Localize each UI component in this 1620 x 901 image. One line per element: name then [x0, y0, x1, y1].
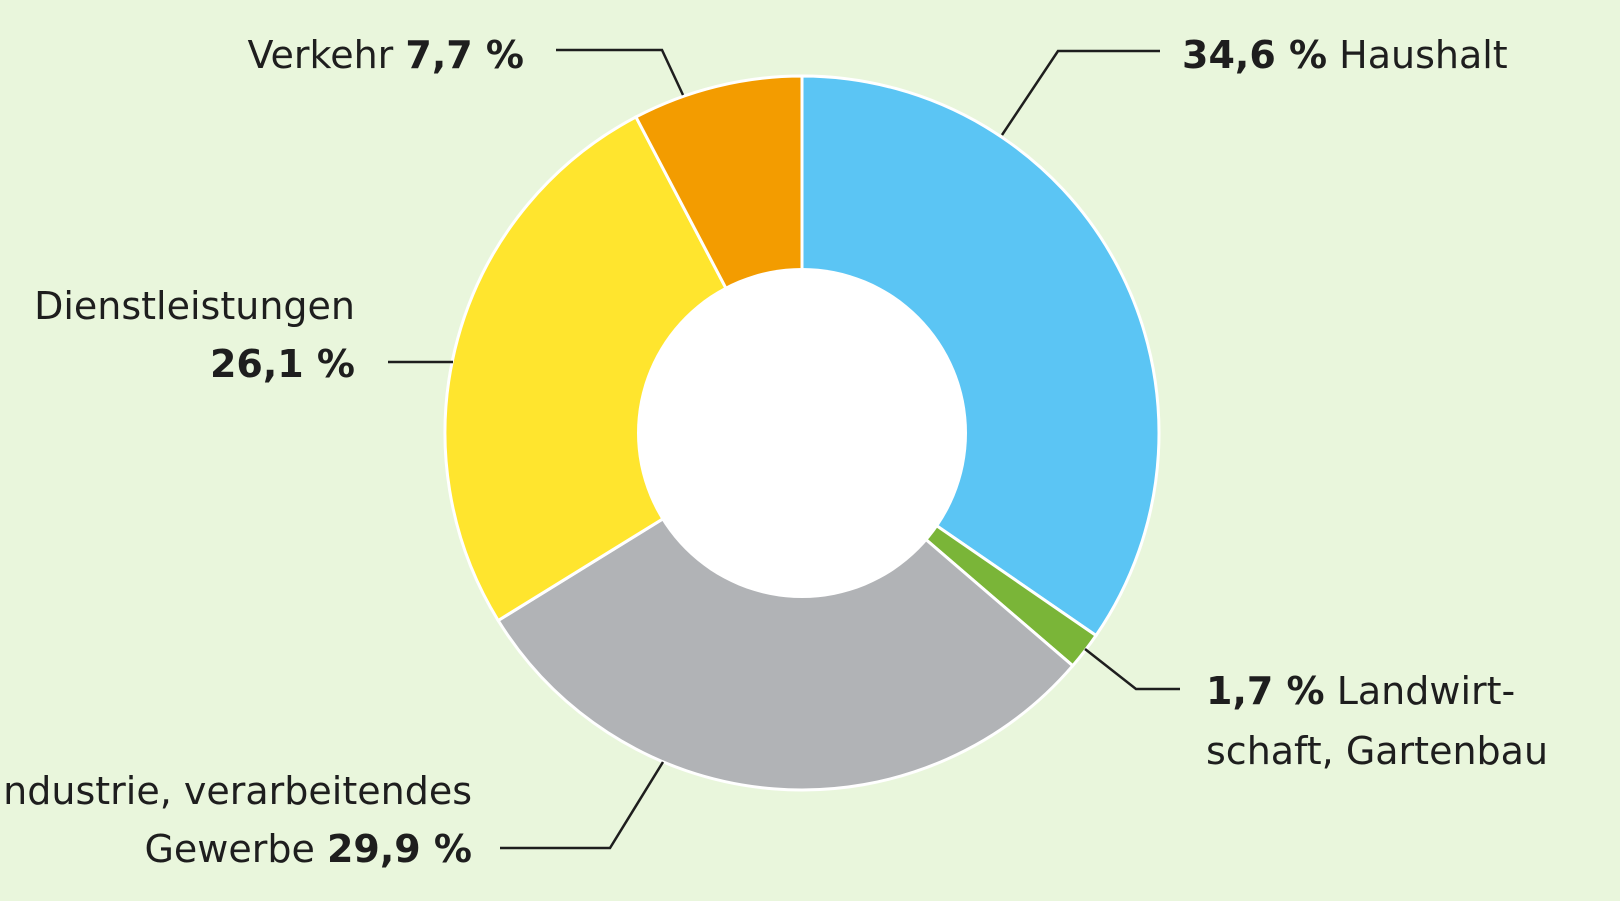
- leader-line-industrie-verarbeitendes-gewerbe: [500, 761, 665, 850]
- label-dienstleistungen-percent: 26,1 %: [210, 342, 355, 386]
- label-dienstleistungen-line-2: 26,1 %: [210, 342, 355, 386]
- label-landwirtschaft-gartenbau-line-2: schaft, Gartenbau: [1206, 729, 1548, 773]
- label-haushalt-percent: 34,6 %: [1182, 33, 1327, 77]
- donut-slices: [443, 74, 1161, 792]
- label-dienstleistungen-text: Dienstleistungen: [34, 284, 355, 328]
- label-haushalt-line-1: 34,6 % Haushalt: [1182, 33, 1508, 77]
- leader-line-verkehr: [556, 48, 685, 96]
- slice-haushalt: [800, 74, 1161, 638]
- leader-lines: [388, 48, 1180, 850]
- label-industrie-verarbeitendes-gewerbe-text: Gewerbe: [144, 827, 327, 871]
- label-verkehr-percent: 7,7 %: [405, 33, 524, 77]
- leader-line-haushalt: [1000, 49, 1160, 136]
- label-landwirtschaft-gartenbau-line-1: 1,7 % Landwirt-: [1206, 669, 1515, 713]
- label-industrie-verarbeitendes-gewerbe-line-1: Industrie, verarbeitendes: [0, 769, 472, 813]
- label-landwirtschaft-gartenbau-text: schaft, Gartenbau: [1206, 729, 1548, 773]
- donut-hole: [637, 268, 967, 598]
- slice-dienstleistungen: [443, 114, 804, 623]
- label-verkehr-line-1: Verkehr 7,7 %: [248, 33, 525, 77]
- leader-line-landwirtschaft-gartenbau: [1084, 648, 1180, 691]
- label-dienstleistungen-line-1: Dienstleistungen: [34, 284, 355, 328]
- label-industrie-verarbeitendes-gewerbe-percent: 29,9 %: [327, 827, 472, 871]
- slice-labels: 34,6 % Haushalt 1,7 % Landwirt-schaft, Ga…: [0, 33, 1548, 871]
- label-landwirtschaft-gartenbau-text: Landwirt-: [1325, 669, 1516, 713]
- label-industrie-verarbeitendes-gewerbe-line-2: Gewerbe 29,9 %: [144, 827, 472, 871]
- slice-industrie-verarbeitendes-gewerbe: [496, 431, 1075, 792]
- label-industrie-verarbeitendes-gewerbe-text: Industrie, verarbeitendes: [0, 769, 472, 813]
- label-verkehr-text: Verkehr: [248, 33, 406, 77]
- label-haushalt-text: Haushalt: [1327, 33, 1508, 77]
- label-landwirtschaft-gartenbau-percent: 1,7 %: [1206, 669, 1325, 713]
